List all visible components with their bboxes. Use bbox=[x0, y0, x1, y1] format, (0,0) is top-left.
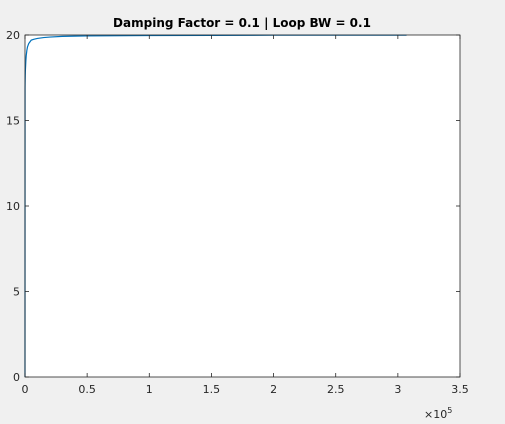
x-tick-label: 2.5 bbox=[327, 383, 345, 396]
chart-title: Damping Factor = 0.1 | Loop BW = 0.1 bbox=[113, 16, 371, 30]
x-tick-label: 0 bbox=[22, 383, 29, 396]
y-tick-labels: 0 5 10 15 20 bbox=[6, 29, 20, 384]
y-tick-label: 10 bbox=[6, 200, 20, 213]
x-tick-label: 3 bbox=[394, 383, 401, 396]
x-exponent-label: ×105 bbox=[424, 406, 452, 421]
plot-area bbox=[25, 35, 460, 377]
axes-box bbox=[24, 34, 461, 378]
x-tick-label: 1.5 bbox=[203, 383, 221, 396]
x-tick-labels: 0 0.5 1 1.5 2 2.5 3 3.5 bbox=[22, 383, 469, 396]
x-tick-label: 3.5 bbox=[451, 383, 469, 396]
x-exponent-base: ×10 bbox=[424, 408, 447, 421]
x-tick-label: 2 bbox=[270, 383, 277, 396]
y-tick-label: 0 bbox=[13, 371, 20, 384]
y-tick-label: 15 bbox=[6, 115, 20, 128]
y-tick-label: 20 bbox=[6, 29, 20, 42]
y-tick-label: 5 bbox=[13, 286, 20, 299]
x-tick-label: 1 bbox=[146, 383, 153, 396]
x-exponent-power: 5 bbox=[447, 406, 452, 415]
x-tick-label: 0.5 bbox=[78, 383, 96, 396]
